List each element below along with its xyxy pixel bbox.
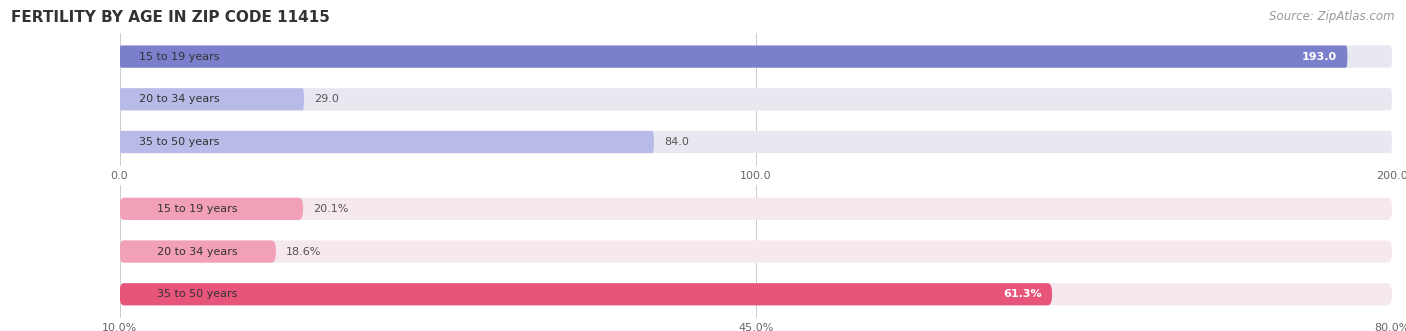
FancyBboxPatch shape	[120, 88, 304, 111]
Text: 20 to 34 years: 20 to 34 years	[157, 247, 238, 257]
FancyBboxPatch shape	[120, 45, 1392, 68]
FancyBboxPatch shape	[120, 131, 1392, 153]
FancyBboxPatch shape	[120, 88, 1392, 111]
Text: 35 to 50 years: 35 to 50 years	[139, 137, 219, 147]
Text: 35 to 50 years: 35 to 50 years	[157, 289, 238, 299]
FancyBboxPatch shape	[120, 283, 1392, 306]
Text: 20.1%: 20.1%	[314, 204, 349, 214]
Text: FERTILITY BY AGE IN ZIP CODE 11415: FERTILITY BY AGE IN ZIP CODE 11415	[11, 10, 330, 25]
Text: 61.3%: 61.3%	[1004, 289, 1042, 299]
FancyBboxPatch shape	[120, 45, 1347, 68]
FancyBboxPatch shape	[120, 283, 1052, 306]
Text: 84.0: 84.0	[664, 137, 689, 147]
FancyBboxPatch shape	[120, 198, 304, 220]
FancyBboxPatch shape	[120, 198, 1392, 220]
FancyBboxPatch shape	[120, 240, 276, 263]
Text: 18.6%: 18.6%	[285, 247, 322, 257]
Text: 15 to 19 years: 15 to 19 years	[139, 52, 219, 62]
FancyBboxPatch shape	[120, 240, 1392, 263]
Text: 193.0: 193.0	[1302, 52, 1337, 62]
Text: 20 to 34 years: 20 to 34 years	[139, 94, 219, 104]
Text: 15 to 19 years: 15 to 19 years	[157, 204, 238, 214]
FancyBboxPatch shape	[120, 131, 654, 153]
Text: 29.0: 29.0	[314, 94, 339, 104]
Text: Source: ZipAtlas.com: Source: ZipAtlas.com	[1270, 10, 1395, 23]
